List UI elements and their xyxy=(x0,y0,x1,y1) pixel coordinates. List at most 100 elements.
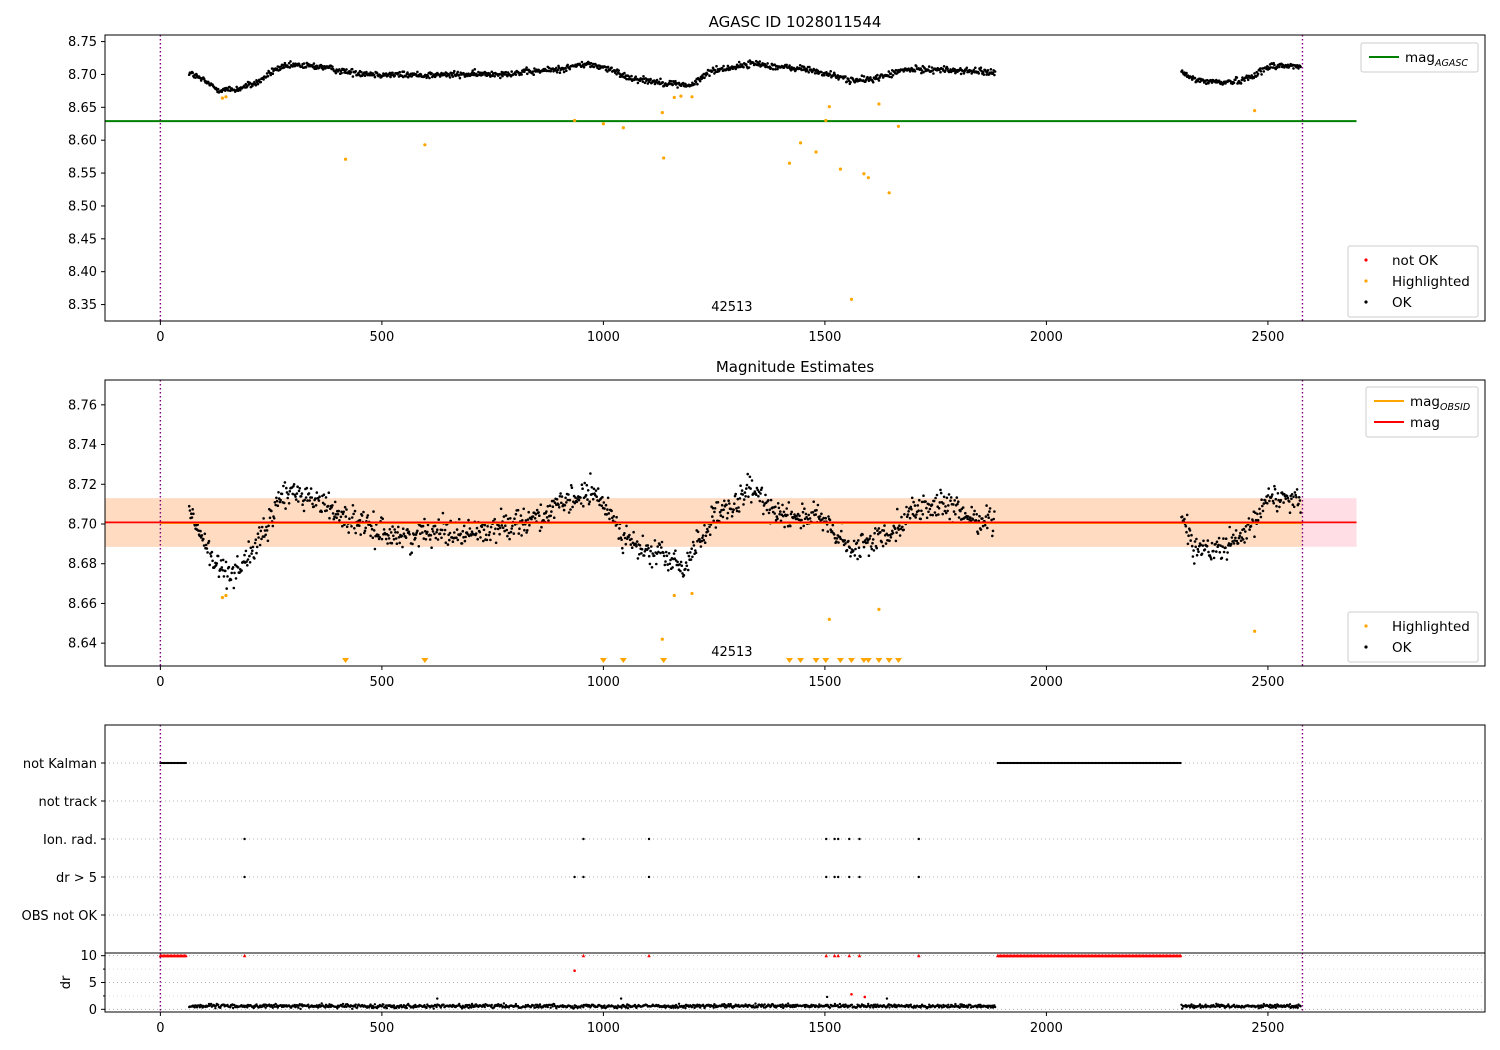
panel-frame xyxy=(104,379,1486,667)
ok-point xyxy=(760,486,764,490)
ok-point xyxy=(259,529,263,533)
ok-point xyxy=(720,503,724,507)
ok-point xyxy=(262,517,265,520)
ok-point xyxy=(671,566,674,569)
flag-point xyxy=(582,837,585,841)
ok-point xyxy=(334,71,338,75)
highlighted-point xyxy=(866,176,870,180)
ok-point xyxy=(1195,537,1198,541)
ok-point xyxy=(1275,66,1279,69)
ok-point xyxy=(509,517,512,520)
dr-ok-point xyxy=(828,1006,832,1009)
ok-point xyxy=(271,524,275,528)
ok-point xyxy=(957,500,960,504)
ok-point xyxy=(986,513,990,517)
dr-ok-point xyxy=(492,1006,496,1009)
ok-point xyxy=(219,567,222,571)
x-tick-label: 0 xyxy=(156,675,164,690)
ok-point xyxy=(206,551,209,554)
magnitude-panel: AGASC ID 1028011544 42513 0 500 1000 1500 2000… xyxy=(68,13,1486,345)
flag-row-label: Ion. rad. xyxy=(43,833,97,848)
ok-point xyxy=(331,65,334,68)
ok-point xyxy=(785,507,788,510)
ok-point xyxy=(686,551,689,555)
ok-point xyxy=(251,549,254,552)
ok-point xyxy=(1240,536,1244,539)
ok-point xyxy=(965,66,969,70)
ok-point xyxy=(267,524,270,528)
ok-point xyxy=(287,61,291,65)
ok-point xyxy=(1212,549,1215,553)
ok-point xyxy=(734,492,737,496)
ok-point xyxy=(836,74,840,77)
ok-point xyxy=(1249,524,1253,528)
ok-point xyxy=(986,71,989,74)
ok-point xyxy=(946,67,949,71)
ok-point xyxy=(1292,67,1295,70)
ok-point xyxy=(282,484,285,488)
ok-point xyxy=(922,494,925,498)
ok-point xyxy=(829,70,832,73)
ok-point xyxy=(1222,550,1226,554)
dr-ok-point xyxy=(1275,1005,1278,1008)
ok-point xyxy=(1228,525,1231,529)
ok-point xyxy=(424,538,428,541)
ok-point xyxy=(1234,536,1237,540)
ok-point xyxy=(506,517,510,521)
legend-marker-swatch xyxy=(1364,300,1368,304)
ok-point xyxy=(501,74,504,78)
ok-point xyxy=(296,485,299,489)
ok-point xyxy=(820,512,823,516)
flag-point xyxy=(1179,761,1182,765)
ok-point xyxy=(615,515,618,519)
legend-marker-swatch xyxy=(1364,645,1368,649)
ok-point xyxy=(430,546,433,549)
ok-point xyxy=(404,75,408,78)
dr-ok-point xyxy=(885,997,889,1000)
dr-capped-marker xyxy=(857,953,862,958)
dr-ok-point xyxy=(949,1005,952,1009)
ok-point xyxy=(428,538,432,541)
ok-point xyxy=(642,554,646,557)
ok-point xyxy=(888,75,891,79)
ok-point xyxy=(353,509,357,513)
ok-point xyxy=(337,509,341,513)
legend-marker-swatch xyxy=(1364,279,1368,283)
ok-point xyxy=(234,577,238,580)
ok-point xyxy=(510,70,513,73)
dr-capped-marker xyxy=(184,953,188,958)
ok-point xyxy=(1256,518,1260,522)
ok-point xyxy=(194,76,197,79)
ok-point xyxy=(591,492,594,496)
ok-point xyxy=(501,526,505,530)
ok-point xyxy=(602,501,606,504)
dr-ok-point xyxy=(502,1002,506,1005)
ok-point xyxy=(569,484,573,487)
ok-point xyxy=(930,66,934,69)
ok-point xyxy=(447,533,450,537)
ok-point xyxy=(852,549,855,552)
ok-point xyxy=(756,488,759,492)
ok-point xyxy=(474,532,478,535)
ok-point xyxy=(649,77,652,81)
ok-point xyxy=(350,525,353,528)
ok-point xyxy=(504,70,508,74)
ok-point xyxy=(394,531,397,534)
ok-point xyxy=(1292,505,1296,509)
ok-point xyxy=(222,575,226,578)
ok-point xyxy=(248,554,251,558)
dr-panel: 0 5 10 dr 0 500 1000 1500 2000 2500 xyxy=(59,949,1486,1036)
dr-ok-point xyxy=(825,995,829,999)
legend xyxy=(1347,245,1479,318)
ok-point xyxy=(1234,78,1237,81)
ok-point xyxy=(526,518,530,521)
dr-ok-point xyxy=(351,1007,354,1010)
ok-point xyxy=(856,557,859,561)
ok-point xyxy=(558,71,562,74)
ok-point xyxy=(431,530,435,533)
ok-point xyxy=(747,66,751,69)
ok-point xyxy=(698,79,702,83)
flag-point xyxy=(825,837,828,841)
highlighted-point xyxy=(877,607,881,611)
ok-point xyxy=(981,524,985,528)
